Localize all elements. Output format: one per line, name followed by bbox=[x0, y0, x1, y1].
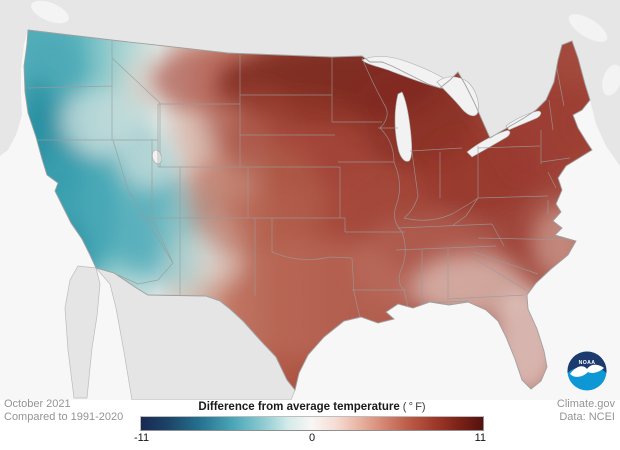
us-outline bbox=[23, 29, 593, 392]
color-scale-legend: Difference from average temperature( ° F… bbox=[134, 401, 486, 445]
period-line: October 2021 bbox=[4, 398, 71, 410]
lake-ontario bbox=[505, 110, 542, 131]
source-credit: Climate.gov Data: NCEI bbox=[557, 398, 615, 424]
canada-landmass bbox=[0, 0, 620, 166]
atlantic-patch bbox=[602, 64, 620, 96]
legend-ticks: -11 0 11 bbox=[134, 432, 486, 445]
tick-min: -11 bbox=[134, 432, 150, 444]
vancouver-island bbox=[31, 0, 69, 24]
gulf-st-lawrence bbox=[568, 14, 608, 42]
legend-title-text: Difference from average temperature bbox=[198, 401, 400, 413]
baseline-line: Compared to 1991-2020 bbox=[4, 411, 124, 423]
legend-title: Difference from average temperature( ° F… bbox=[140, 401, 484, 413]
noaa-seagull-icon bbox=[570, 364, 604, 377]
color-scale-bar bbox=[140, 416, 484, 431]
baja-california bbox=[64, 265, 101, 399]
us-temperature-anomaly-map: NOAA bbox=[0, 0, 620, 400]
tick-mid: 0 bbox=[308, 432, 316, 444]
noaa-logo: NOAA bbox=[567, 351, 607, 391]
noaa-logo-text: NOAA bbox=[579, 360, 596, 366]
legend-unit: ( ° F) bbox=[402, 401, 426, 413]
state-borders bbox=[24, 30, 573, 319]
publisher-line: Climate.gov bbox=[556, 398, 615, 410]
great-salt-lake bbox=[151, 149, 163, 165]
lake-michigan bbox=[394, 91, 413, 162]
tick-max: 11 bbox=[474, 432, 486, 444]
data-source-line: Data: NCEI bbox=[559, 411, 615, 423]
period-credit: October 2021 Compared to 1991-2020 bbox=[4, 398, 123, 424]
